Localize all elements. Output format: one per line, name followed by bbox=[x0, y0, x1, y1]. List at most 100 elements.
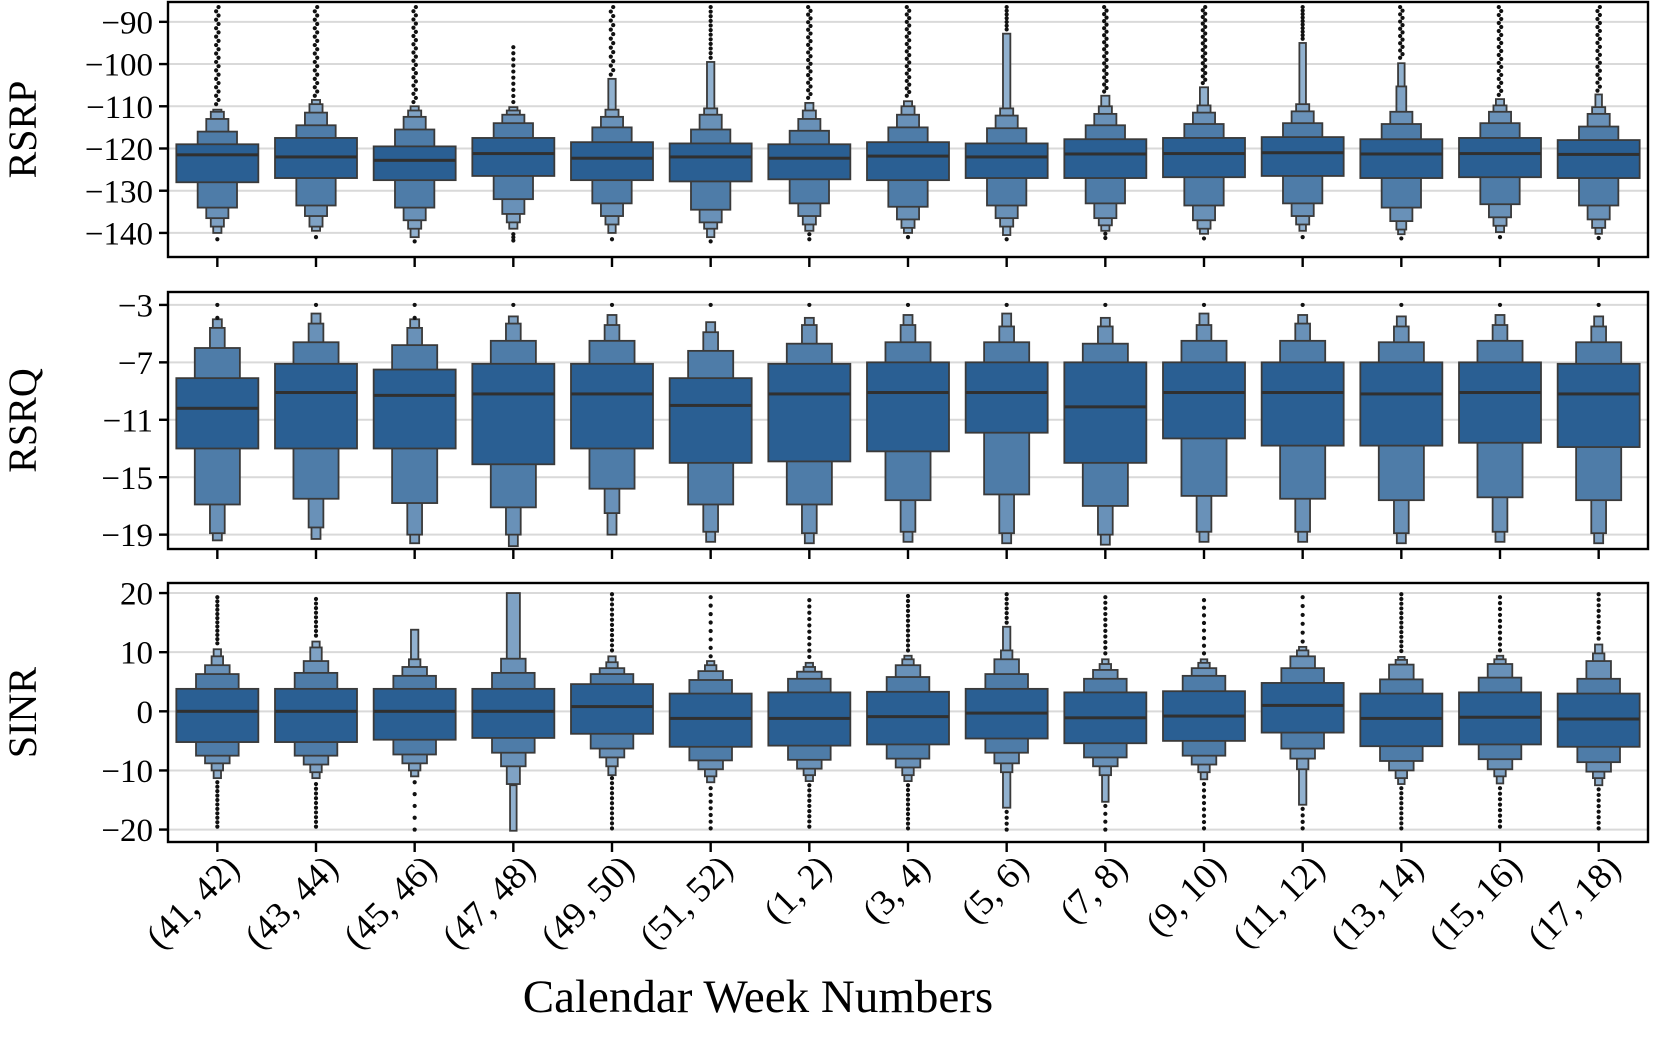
outlier-dot bbox=[214, 85, 219, 90]
outlier-dot bbox=[1597, 44, 1602, 49]
outlier-dot bbox=[1201, 236, 1207, 241]
outlier-dot bbox=[807, 232, 812, 237]
outlier-dot bbox=[1596, 826, 1601, 831]
outlier-dot bbox=[214, 51, 219, 56]
outlier-dot bbox=[215, 611, 220, 617]
outlier-dot bbox=[1300, 621, 1305, 626]
outlier-dot bbox=[609, 781, 615, 786]
outlier-dot bbox=[1497, 612, 1503, 618]
outlier-dot bbox=[1596, 625, 1601, 630]
outlier-dot bbox=[1103, 811, 1108, 816]
x-tick-label: (15, 16) bbox=[1421, 847, 1530, 956]
outlier-dot bbox=[807, 598, 812, 603]
outlier-dot bbox=[412, 803, 417, 809]
outlier-dot bbox=[1597, 4, 1602, 10]
outlier-dot bbox=[1597, 20, 1602, 26]
outlier-dot bbox=[1104, 50, 1109, 55]
outlier-dot bbox=[1104, 71, 1109, 77]
x-tick-label: (49, 50) bbox=[533, 847, 642, 956]
median-line bbox=[176, 153, 259, 157]
outlier-dot bbox=[215, 628, 220, 633]
outlier-dot bbox=[1004, 19, 1009, 25]
outlier-dot bbox=[215, 637, 220, 642]
outlier-dot bbox=[1497, 606, 1503, 612]
outlier-dot bbox=[609, 811, 615, 816]
median-line bbox=[867, 715, 949, 719]
letter-value-box bbox=[509, 784, 518, 832]
outlier-dot bbox=[215, 641, 220, 646]
outlier-dot bbox=[413, 13, 418, 18]
x-tick-label: (17, 18) bbox=[1519, 847, 1628, 956]
outlier-dot bbox=[1497, 819, 1503, 824]
outlier-dot bbox=[1399, 796, 1404, 801]
outlier-dot bbox=[1103, 634, 1108, 639]
outlier-dot bbox=[608, 54, 613, 59]
outlier-dot bbox=[1004, 27, 1009, 32]
outlier-dot bbox=[1201, 302, 1207, 308]
outlier-dot bbox=[1399, 611, 1404, 616]
outlier-dot bbox=[1200, 54, 1205, 59]
outlier-dot bbox=[808, 61, 813, 66]
outlier-dot bbox=[608, 27, 613, 32]
outlier-dot bbox=[808, 31, 813, 36]
outlier-dot bbox=[1400, 37, 1405, 42]
outlier-dot bbox=[312, 26, 317, 31]
outlier-dot bbox=[905, 638, 911, 643]
outlier-dot bbox=[907, 30, 912, 36]
outlier-dot bbox=[216, 64, 221, 69]
x-tick-label: (43, 44) bbox=[237, 847, 346, 956]
outlier-dot bbox=[1004, 302, 1009, 308]
outlier-dot bbox=[1496, 12, 1501, 18]
boxen-group bbox=[175, 302, 260, 542]
outlier-dot bbox=[1497, 595, 1503, 600]
outlier-dot bbox=[1398, 55, 1403, 60]
outlier-dot bbox=[313, 810, 319, 815]
outlier-dot bbox=[708, 806, 713, 811]
letter-value-box bbox=[668, 142, 753, 183]
outlier-dot bbox=[1104, 29, 1109, 34]
outlier-dot bbox=[1103, 628, 1108, 633]
outlier-dot bbox=[609, 638, 615, 643]
outlier-dot bbox=[806, 65, 811, 70]
outlier-dot bbox=[411, 50, 416, 55]
outlier-dot bbox=[609, 592, 615, 597]
outlier-dot bbox=[413, 4, 418, 10]
outlier-dot bbox=[609, 801, 615, 806]
outlier-dot bbox=[807, 824, 812, 829]
outlier-dot bbox=[907, 16, 912, 21]
outlier-dot bbox=[1499, 24, 1504, 30]
outlier-dot bbox=[412, 827, 417, 832]
outlier-dot bbox=[904, 19, 909, 24]
outlier-dot bbox=[806, 42, 811, 47]
letter-value-box bbox=[570, 362, 654, 450]
outlier-dot bbox=[1200, 67, 1205, 72]
y-tick-label: −90 bbox=[101, 5, 153, 41]
y-axis-label-rsrq: RSRQ bbox=[0, 368, 45, 473]
boxen-group bbox=[570, 592, 654, 831]
outlier-dot bbox=[511, 302, 516, 308]
outlier-dot bbox=[1102, 19, 1107, 24]
outlier-dot bbox=[1596, 630, 1601, 636]
letter-value-box bbox=[1260, 136, 1345, 177]
outlier-dot bbox=[1102, 82, 1107, 87]
outlier-dot bbox=[1497, 791, 1503, 796]
outlier-dot bbox=[1004, 611, 1009, 616]
outlier-dot bbox=[1497, 601, 1503, 606]
outlier-dot bbox=[1103, 611, 1108, 617]
outlier-dot bbox=[907, 52, 912, 58]
outlier-dot bbox=[1201, 636, 1207, 641]
outlier-dot bbox=[315, 4, 320, 10]
letter-value-box bbox=[471, 137, 556, 177]
outlier-dot bbox=[411, 91, 416, 96]
outlier-dot bbox=[1596, 592, 1601, 597]
outlier-dot bbox=[216, 89, 221, 94]
outlier-dot bbox=[1103, 600, 1108, 605]
outlier-dot bbox=[313, 302, 319, 308]
outlier-dot bbox=[1399, 625, 1404, 630]
outlier-dot bbox=[1200, 41, 1205, 46]
letter-value-box bbox=[471, 687, 556, 739]
outlier-dot bbox=[1496, 28, 1501, 34]
outlier-dot bbox=[1300, 235, 1305, 240]
outlier-dot bbox=[1399, 620, 1404, 625]
